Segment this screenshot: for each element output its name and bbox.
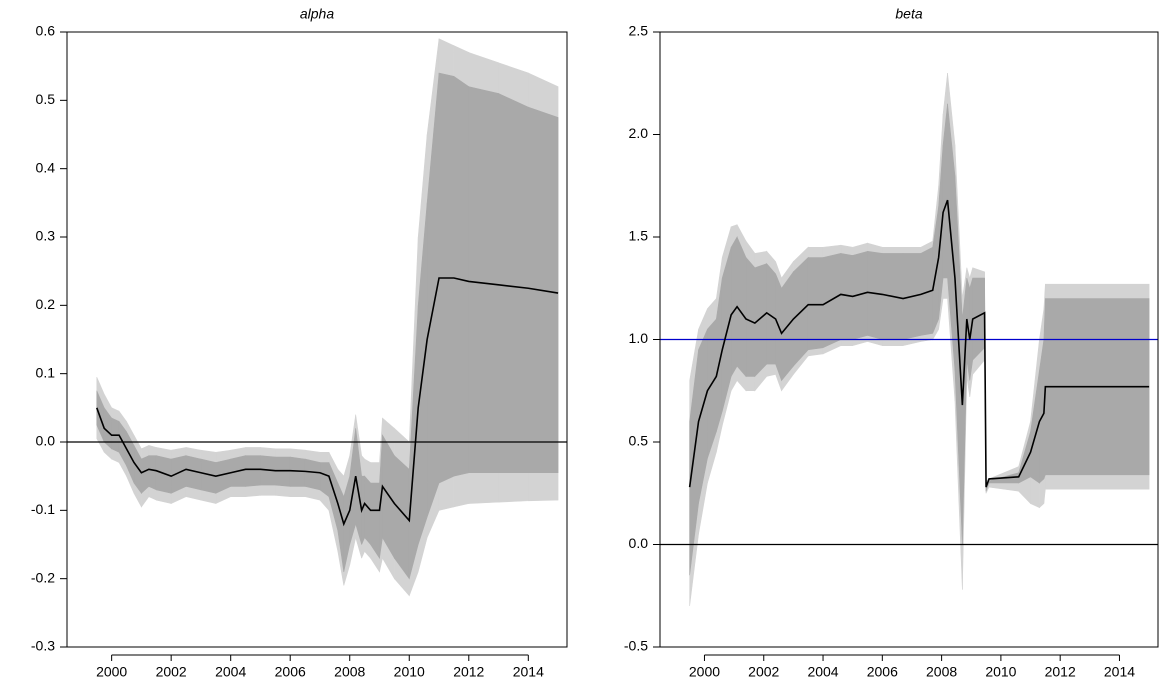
y-tick-label: -0.1 [31, 501, 55, 517]
x-tick-label: 2008 [334, 664, 365, 680]
x-tick-label: 2004 [807, 664, 838, 680]
y-tick-label: 0.1 [36, 364, 56, 380]
x-tick-label: 2012 [1045, 664, 1076, 680]
x-tick-label: 2010 [985, 664, 1016, 680]
band-segment [867, 251, 883, 340]
band-segment [304, 458, 321, 491]
x-tick-label: 2008 [926, 664, 957, 680]
y-tick-label: 0.4 [36, 159, 56, 175]
band-segment [498, 93, 529, 474]
chart-title: beta [895, 6, 922, 22]
y-tick-label: 2.0 [629, 125, 649, 141]
band-segment [453, 75, 470, 477]
band-segment [972, 277, 985, 361]
band-segment [807, 257, 824, 351]
y-tick-label: 0.0 [629, 535, 649, 551]
band-segment [148, 455, 157, 491]
y-tick-label: -0.2 [31, 569, 55, 585]
x-tick-label: 2002 [156, 664, 187, 680]
x-tick-label: 2014 [513, 664, 544, 680]
line [96, 277, 559, 527]
x-tick-label: 2000 [689, 664, 720, 680]
x-tick-label: 2010 [394, 664, 425, 680]
band-segment [468, 86, 499, 474]
x-tick-label: 2012 [453, 664, 484, 680]
y-tick-label: 0.3 [36, 228, 56, 244]
y-tick-label: 0.0 [36, 433, 56, 449]
line [688, 199, 1150, 488]
band-segment [382, 434, 395, 560]
y-tick-label: 1.5 [629, 228, 649, 244]
x-tick-label: 2002 [748, 664, 779, 680]
y-tick-label: -0.5 [624, 638, 648, 654]
band-segment [245, 455, 261, 487]
band-segment [822, 253, 842, 349]
x-tick-label: 2004 [215, 664, 246, 680]
band-segment [155, 455, 172, 494]
band-segment [745, 256, 756, 377]
y-tick-label: 2.5 [629, 23, 649, 39]
y-tick-label: 1.0 [629, 330, 649, 346]
band-segment [141, 455, 150, 494]
y-tick-label: 0.2 [36, 296, 56, 312]
band-segment [370, 482, 380, 560]
band-segment [275, 456, 291, 487]
x-tick-label: 2006 [275, 664, 306, 680]
y-tick-label: -0.3 [31, 638, 55, 654]
x-tick-label: 2006 [867, 664, 898, 680]
x-tick-label: 2014 [1104, 664, 1135, 680]
y-tick-label: 0.5 [36, 91, 56, 107]
plot-frame [66, 31, 568, 648]
band-segment [754, 263, 768, 378]
chart-title: alpha [300, 6, 334, 22]
band-segment [736, 236, 747, 378]
y-tick-label: 0.5 [629, 433, 649, 449]
y-tick-label: 0.6 [36, 23, 56, 39]
x-tick-label: 2000 [96, 664, 127, 680]
